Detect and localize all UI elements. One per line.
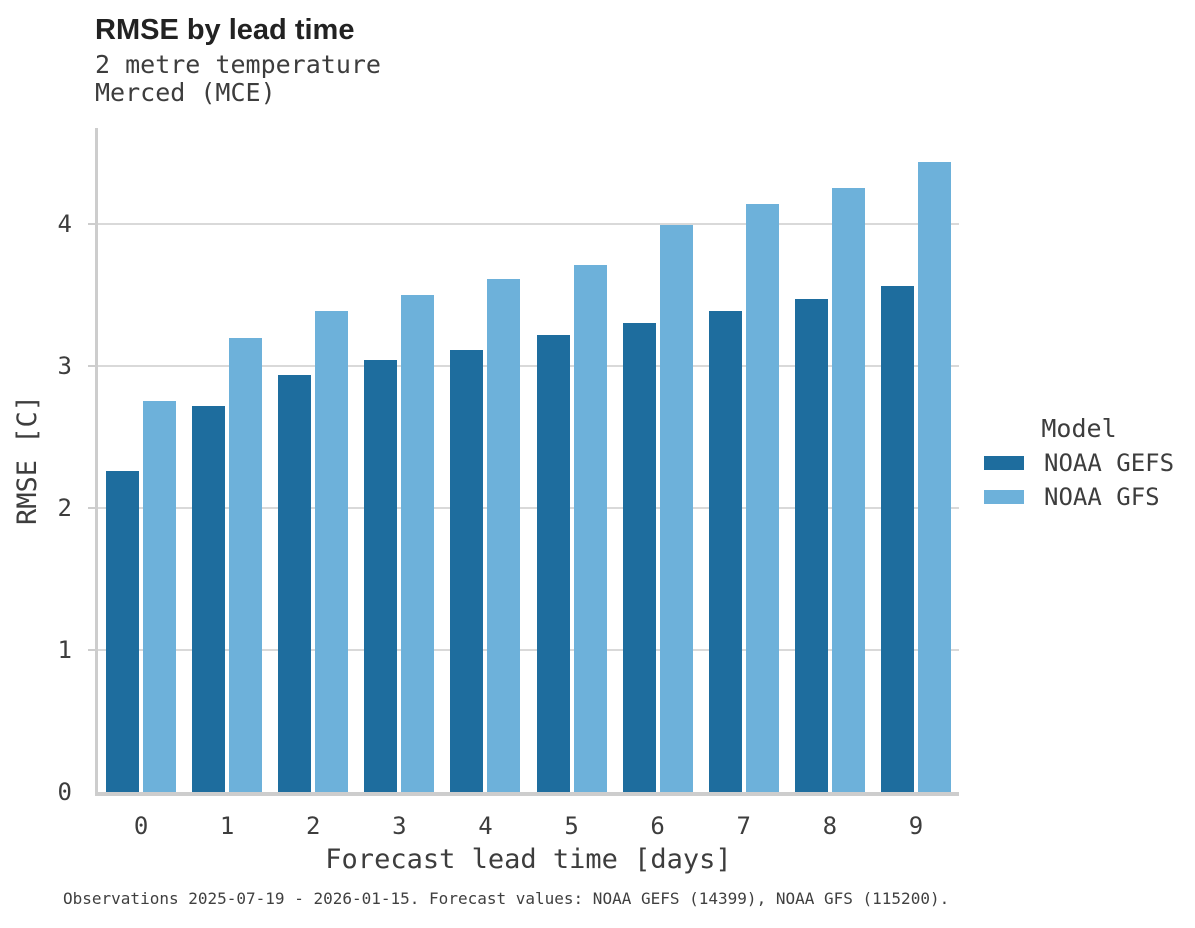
footer-caption: Observations 2025-07-19 - 2026-01-15. Fo… [63, 889, 950, 908]
x-tick-label-5: 5 [564, 812, 579, 840]
y-tick-label-2: 2 [57, 494, 72, 522]
legend-items: NOAA GEFS NOAA GFS [984, 446, 1174, 514]
y-tick-4 [88, 223, 95, 225]
legend-item-noaa-gfs: NOAA GFS [984, 480, 1174, 514]
bar-noaa-gefs-day-7 [708, 311, 742, 792]
x-tick-label-8: 8 [822, 812, 838, 840]
gridline-y-2 [98, 507, 959, 509]
x-tick-label-6: 6 [650, 812, 665, 840]
y-tick-label-3: 3 [57, 352, 72, 380]
y-tick-1 [88, 649, 95, 651]
bar-noaa-gefs-day-2 [278, 375, 312, 792]
bar-noaa-gfs-day-1 [229, 338, 263, 792]
plot-area: 0 1 2 3 4 5 6 7 8 9 [88, 128, 959, 840]
bar-noaa-gfs-day-4 [487, 279, 521, 792]
x-tick-label-2: 2 [306, 812, 321, 840]
x-tick-label-3: 3 [392, 812, 407, 840]
bar-noaa-gfs-day-7 [745, 204, 779, 792]
gridline-y-1 [98, 649, 959, 651]
legend-label: NOAA GFS [1044, 483, 1160, 511]
gridline-y-4 [98, 223, 959, 225]
y-tick-3 [88, 365, 95, 367]
bar-noaa-gfs-day-2 [315, 311, 349, 792]
bar-noaa-gefs-day-0 [106, 471, 140, 792]
bar-noaa-gefs-day-8 [794, 299, 828, 792]
bar-noaa-gefs-day-3 [364, 360, 398, 792]
bar-noaa-gefs-day-6 [622, 323, 656, 792]
x-tick-label-1: 1 [219, 812, 235, 840]
x-tick-label-7: 7 [736, 812, 751, 840]
bar-noaa-gfs-day-3 [401, 295, 435, 792]
chart-title: RMSE by lead time [95, 14, 355, 46]
bar-noaa-gefs-day-9 [880, 286, 914, 792]
bar-noaa-gfs-day-5 [573, 265, 607, 792]
bar-noaa-gefs-day-1 [192, 406, 226, 792]
y-tick-label-4: 4 [57, 210, 72, 238]
x-axis-title: Forecast lead time [days] [325, 844, 732, 875]
gridline-y-3 [98, 365, 959, 367]
y-tick-label-0: 0 [57, 778, 72, 806]
bar-noaa-gefs-day-4 [450, 350, 484, 792]
bar-noaa-gfs-day-8 [831, 188, 865, 792]
legend-title: Model [1041, 414, 1117, 443]
x-tick-label-0: 0 [133, 812, 149, 840]
chart-subtitle-station: Merced (MCE) [95, 78, 276, 107]
legend-swatch-noaa-gefs [984, 456, 1024, 470]
chart-subtitle-variable: 2 metre temperature [95, 50, 381, 79]
bar-noaa-gfs-day-9 [917, 162, 951, 792]
y-tick-2 [88, 507, 95, 509]
bar-noaa-gefs-day-5 [536, 335, 570, 792]
legend-swatch-noaa-gfs [984, 490, 1024, 504]
bar-noaa-gfs-day-0 [143, 401, 177, 792]
legend-label: NOAA GEFS [1044, 449, 1175, 477]
x-tick-label-9: 9 [908, 812, 924, 840]
legend: Model NOAA GEFS NOAA GFS [984, 412, 1174, 514]
legend-item-noaa-gefs: NOAA GEFS [984, 446, 1174, 480]
bar-noaa-gfs-day-6 [659, 225, 693, 792]
y-tick-label-1: 1 [57, 636, 72, 664]
x-tick-label-4: 4 [478, 812, 493, 840]
